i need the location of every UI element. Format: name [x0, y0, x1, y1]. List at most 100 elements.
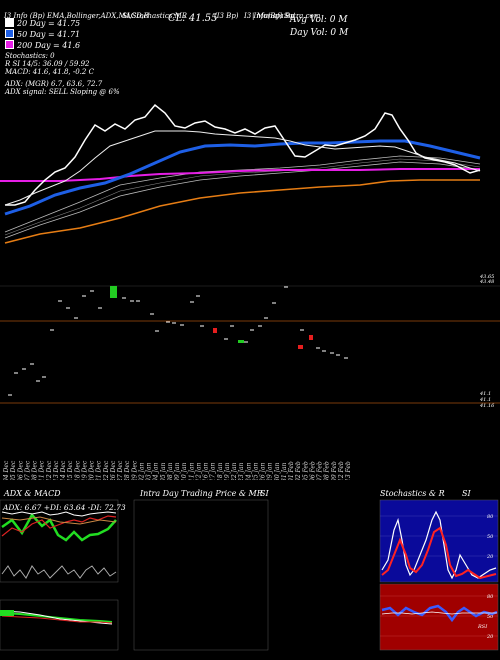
rsi-panel: [379, 583, 499, 651]
avg-volume: Avg Vol: 0 M: [290, 15, 348, 25]
bollinger-lower: [4, 161, 481, 239]
bollinger-mid: [4, 158, 481, 236]
ema20-line: [5, 103, 481, 206]
date-tick-label: 15 Dec: [67, 460, 74, 480]
date-tick-label: 13 Dec: [53, 460, 60, 480]
rsi-white-line: [381, 611, 497, 615]
date-tick-label: 26 Jan: [260, 462, 267, 480]
rsi-tick-50: 50: [487, 614, 494, 620]
date-tick-label: 26 Dec: [110, 460, 117, 480]
date-tick-label: 05 Feb: [302, 461, 309, 480]
stoch-tick-20: 20: [486, 554, 494, 560]
date-tick-label: 19 Jan: [224, 462, 231, 480]
green-candle-1: [110, 286, 117, 298]
date-tick-label: 12 Jan: [195, 462, 202, 480]
date-tick-label: 09 Feb: [331, 461, 338, 480]
stoch-tick-80: 80: [487, 514, 494, 520]
macd-white-line: [1, 610, 113, 625]
macd-panel: [0, 599, 119, 651]
date-tick-label: 16 Jan: [203, 462, 210, 480]
date-tick-label: 29 Jan: [267, 462, 274, 480]
adx-orange-line: [1, 516, 117, 525]
intraday-panel: [133, 499, 269, 651]
date-tick-label: 27 Dec: [117, 460, 124, 480]
adx-lower-line: [1, 565, 117, 579]
macd-green-line: [1, 612, 113, 623]
date-tick-label: 04 Jan: [153, 462, 160, 480]
legend-macd: MACD: 41.6, 41.8, -0.2 C: [5, 68, 94, 76]
price-line: [4, 130, 481, 206]
macd-histogram: [0, 610, 14, 616]
legend-ema20: 20 Day = 41.75: [5, 18, 80, 29]
intra-panel-title: Intra Day Trading Price & MR: [140, 489, 263, 498]
adx-panel-title: ADX & MACD: [4, 489, 61, 498]
date-tick-label: 03 Jan: [146, 462, 153, 480]
stochastics-panel: [379, 499, 499, 583]
legend-ema200: 200 Day = 41.6: [5, 40, 80, 51]
rsi-label: RSI: [477, 624, 488, 630]
date-tick-label: 28 Dec: [124, 460, 131, 480]
header-title: I3 Info (Bp) EMA,Bollinger,ADX,MACD,R: [4, 12, 149, 20]
date-tick-label: 14 Dec: [60, 460, 67, 480]
header-left-text: I3 Info (Bp) EMA,Bollinger,ADX,MACD,R: [4, 12, 149, 20]
date-tick-label: 05 Jan: [160, 462, 167, 480]
ema50-line: [4, 139, 481, 216]
adx-values: ADX: 6.67 +DI: 63.64 -DI: 72.73: [2, 503, 126, 512]
date-tick-label: 02 Feb: [295, 461, 302, 480]
stoch-k-line: [381, 510, 497, 580]
date-tick-label: 08 Jan: [167, 462, 174, 480]
stoch-d-line: [381, 526, 497, 580]
date-tick-label: 17 Jan: [210, 462, 217, 480]
close-price: CL: 41.55: [168, 13, 218, 24]
price-markers: [8, 286, 348, 396]
ema200-line: [0, 168, 480, 182]
date-tick-label: 24 Jan: [245, 462, 252, 480]
date-tick-label: 09 Jan: [174, 462, 181, 480]
date-tick-label: 01 Feb: [288, 461, 295, 480]
legend-ema50: 50 Day = 41.71: [5, 29, 80, 40]
date-tick-label: 11 Dec: [39, 460, 46, 480]
date-tick-label: 29 Dec: [131, 460, 138, 480]
date-tick-label: 06 Feb: [309, 461, 316, 480]
date-axis: 04 Dec 05 Dec 06 Dec 07 Dec 08 Dec 11 Dec 12 D…: [3, 460, 352, 480]
date-tick-label: 07 Dec: [24, 460, 31, 480]
ema20-swatch: [5, 18, 14, 27]
legend-stoch: Stochastics: 0: [5, 52, 55, 60]
rsi-blue-line: [381, 604, 498, 623]
date-tick-label: 06 Dec: [17, 460, 24, 480]
date-tick-label: 30 Jan: [274, 462, 281, 480]
right-axis-label-4: 41.1: [479, 397, 491, 403]
stoch-tick-50: 50: [487, 534, 494, 540]
right-axis-label-3: 41.1: [479, 391, 491, 397]
date-tick-label: 22 Dec: [103, 460, 110, 480]
date-tick-label: 10 Jan: [181, 462, 188, 480]
date-tick-label: 20 Dec: [89, 460, 96, 480]
date-tick-label: 08 Dec: [32, 460, 39, 480]
right-axis-label-2: 43.48: [479, 279, 494, 285]
rsi-tick-20: 20: [486, 634, 494, 640]
stoch-panel-si: SI: [462, 489, 471, 498]
date-tick-label: 18 Jan: [217, 462, 224, 480]
red-candle-2: [298, 345, 303, 349]
date-tick-label: 18 Dec: [74, 460, 81, 480]
right-axis-label-5: 41.16: [479, 403, 495, 409]
red-candle-3: [309, 335, 313, 340]
date-tick-label: 08 Feb: [324, 461, 331, 480]
date-tick-label: 11 Jan: [188, 462, 195, 480]
adx-white-line: [1, 511, 117, 517]
date-tick-label: 02 Jan: [138, 462, 145, 480]
date-tick-label: 07 Feb: [317, 461, 324, 480]
date-tick-label: 13 Feb: [345, 461, 352, 480]
ema50-swatch: [5, 29, 14, 38]
macd-red-line: [1, 615, 113, 624]
intra-panel-si: SI: [260, 489, 269, 498]
date-tick-label: 12 Dec: [46, 460, 53, 480]
date-tick-label: 05 Dec: [10, 460, 17, 480]
date-tick-label: 12 Feb: [338, 461, 345, 480]
date-tick-label: 23 Jan: [238, 462, 245, 480]
date-tick-label: 31 Jan: [281, 462, 288, 480]
date-tick-label: 21 Dec: [96, 460, 103, 480]
header-right1: (I3 Bp): [214, 12, 239, 20]
main-price-chart: 43.65 43.48 41.1 41.1 41.16 04 Dec 05 Dec…: [0, 103, 500, 480]
